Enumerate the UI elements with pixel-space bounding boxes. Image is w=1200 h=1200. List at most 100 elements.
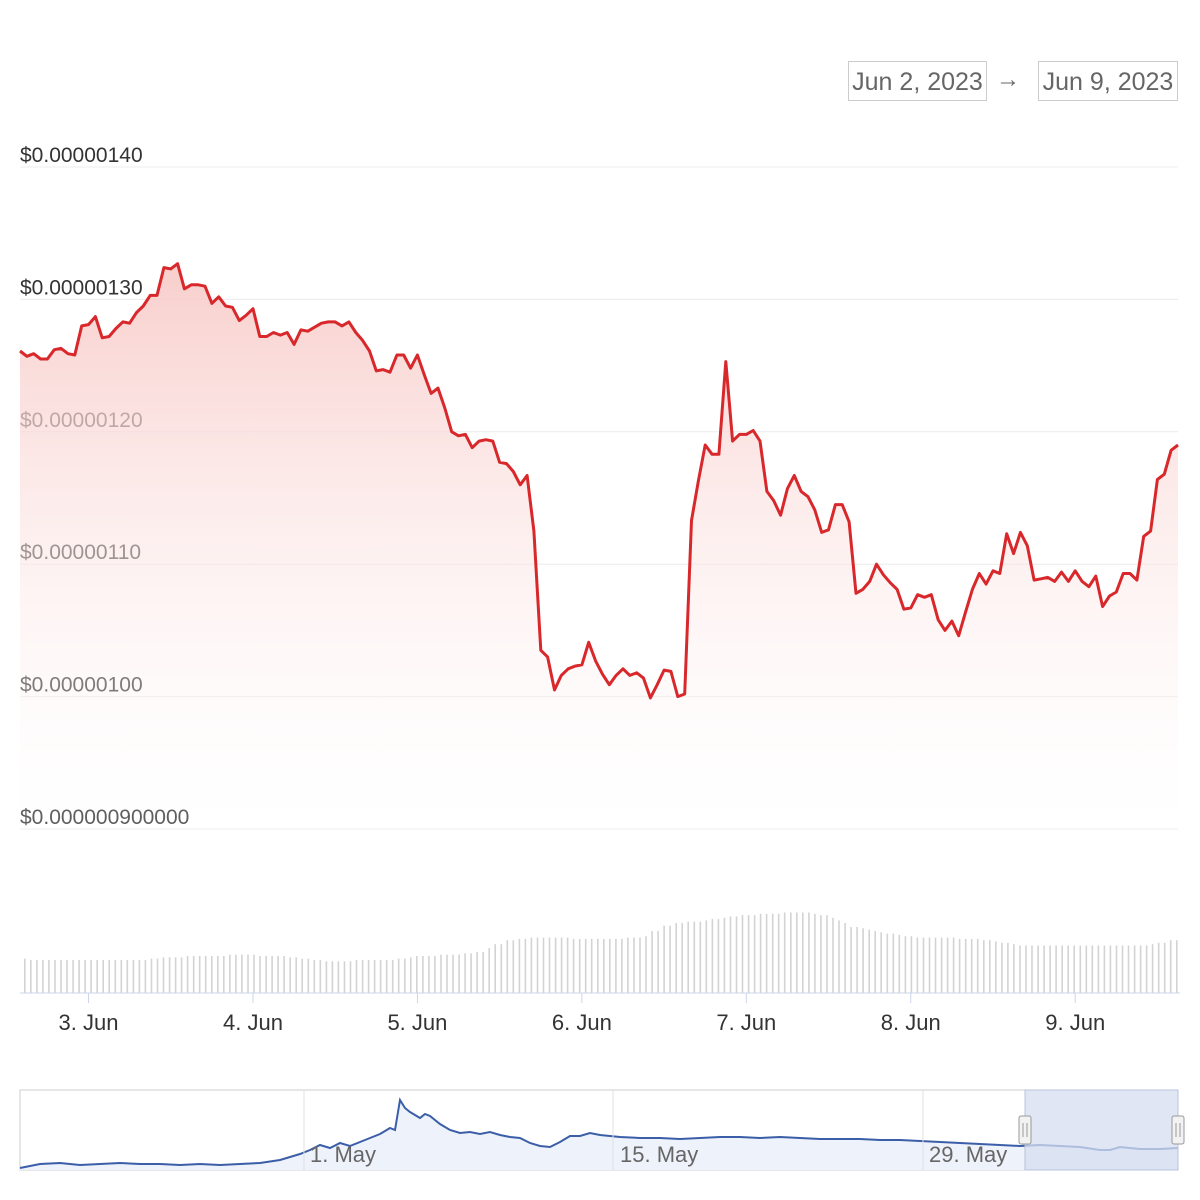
volume-bar [96,960,98,993]
volume-bar [446,954,448,993]
y-tick-label: $0.00000130 [20,276,143,299]
volume-bar [192,956,195,993]
volume-bar [790,912,792,993]
volume-bar [952,937,955,993]
volume-bar [615,938,617,993]
volume-bar [729,916,732,993]
volume-bar [1049,945,1051,993]
x-tick-label: 6. Jun [552,1010,612,1035]
volume-bar [1139,945,1142,993]
date-from-input[interactable]: Jun 2, 2023 [848,61,987,101]
volume-bar [633,937,635,993]
volume-bar [1145,945,1148,993]
volume-bar [983,940,985,993]
navigator-selection[interactable] [1024,1089,1179,1171]
volume-bar [880,932,882,993]
volume-bar [681,923,683,993]
volume-bar [759,913,762,993]
volume-bar [777,913,780,993]
volume-bar [910,936,913,993]
navigator-handle-grip[interactable] [1171,1115,1185,1145]
price-area [20,263,1178,829]
volume-bar [452,954,454,993]
navigator-label: 15. May [620,1142,698,1167]
volume-bar [946,937,949,993]
volume-bar [717,919,720,993]
price-line[interactable] [19,262,1179,700]
volume-bar [1121,945,1124,993]
volume-bar [126,960,129,993]
volume-bar [578,938,581,993]
volume-bar [609,938,611,993]
volume-bar [597,938,599,993]
volume-bar [548,937,551,993]
volume-bar [78,960,80,993]
volume-bar [657,931,659,993]
volume-bar [120,960,123,993]
volume-bar [554,937,557,993]
volume-bar [868,929,870,993]
volume-bar [349,961,352,993]
volume-bar [24,958,26,993]
volume-bar [512,940,515,993]
volume-bar [500,944,503,993]
volume-bar [584,938,587,993]
volume-bar [144,960,147,993]
volume-bar [536,937,539,993]
volume-bar [295,957,297,993]
navigator[interactable]: 1. May 15. May 29. May [19,1089,1185,1171]
volume-bar [814,913,816,993]
volume-bar [494,944,496,993]
volume-bar [277,956,279,993]
volume-bar [355,960,358,993]
volume-bar [307,958,310,993]
volume-bar [66,960,68,993]
volume-bar [1157,942,1160,993]
volume-bar [476,952,478,993]
volume-bar [844,923,846,993]
x-tick-label: 5. Jun [387,1010,447,1035]
volume-bar [30,960,32,993]
volume-bar [862,928,864,993]
navigator-label: 1. May [310,1142,376,1167]
volume-bar [711,919,714,993]
date-to-input[interactable]: Jun 9, 2023 [1038,61,1178,101]
x-tick-label: 8. Jun [881,1010,941,1035]
volume-bar [1043,945,1045,993]
volume-bar [211,956,213,993]
volume-bar [301,958,303,993]
volume-bar [458,954,460,993]
volume-bar [850,927,852,993]
volume-bar [808,912,810,993]
volume-bar [1169,940,1172,993]
navigator-handle[interactable] [1018,1115,1032,1145]
volume-bar [90,960,92,993]
volume-bar [265,956,267,993]
navigator-handle-grip[interactable] [1018,1115,1032,1145]
volume-bar [247,954,249,993]
volume-bar [440,954,442,993]
volume-bar [645,936,647,993]
volume-bar [1061,945,1063,993]
navigator-handle[interactable] [1171,1115,1185,1145]
volume-bar [1007,942,1009,993]
x-axis-labels: 3. Jun 4. Jun 5. Jun 6. Jun 7. Jun 8. Jun 9. J… [59,993,1105,1035]
volume-bar [416,956,418,993]
volume-bar [162,957,165,993]
volume-bar [723,917,726,993]
volume-bar [964,938,967,993]
volume-bar [892,933,895,993]
volume-bar [699,921,702,993]
volume-bar [572,938,575,993]
volume-bar [1091,945,1094,993]
volume-bar [1025,945,1027,993]
volume-bar [753,915,756,993]
volume-bar [506,940,509,993]
volume-bar [1109,945,1112,993]
volume-bar [802,912,804,993]
volume-bar [72,960,74,993]
volume-bar [693,921,696,993]
volume-bar [150,958,153,993]
volume-bar [108,960,110,993]
